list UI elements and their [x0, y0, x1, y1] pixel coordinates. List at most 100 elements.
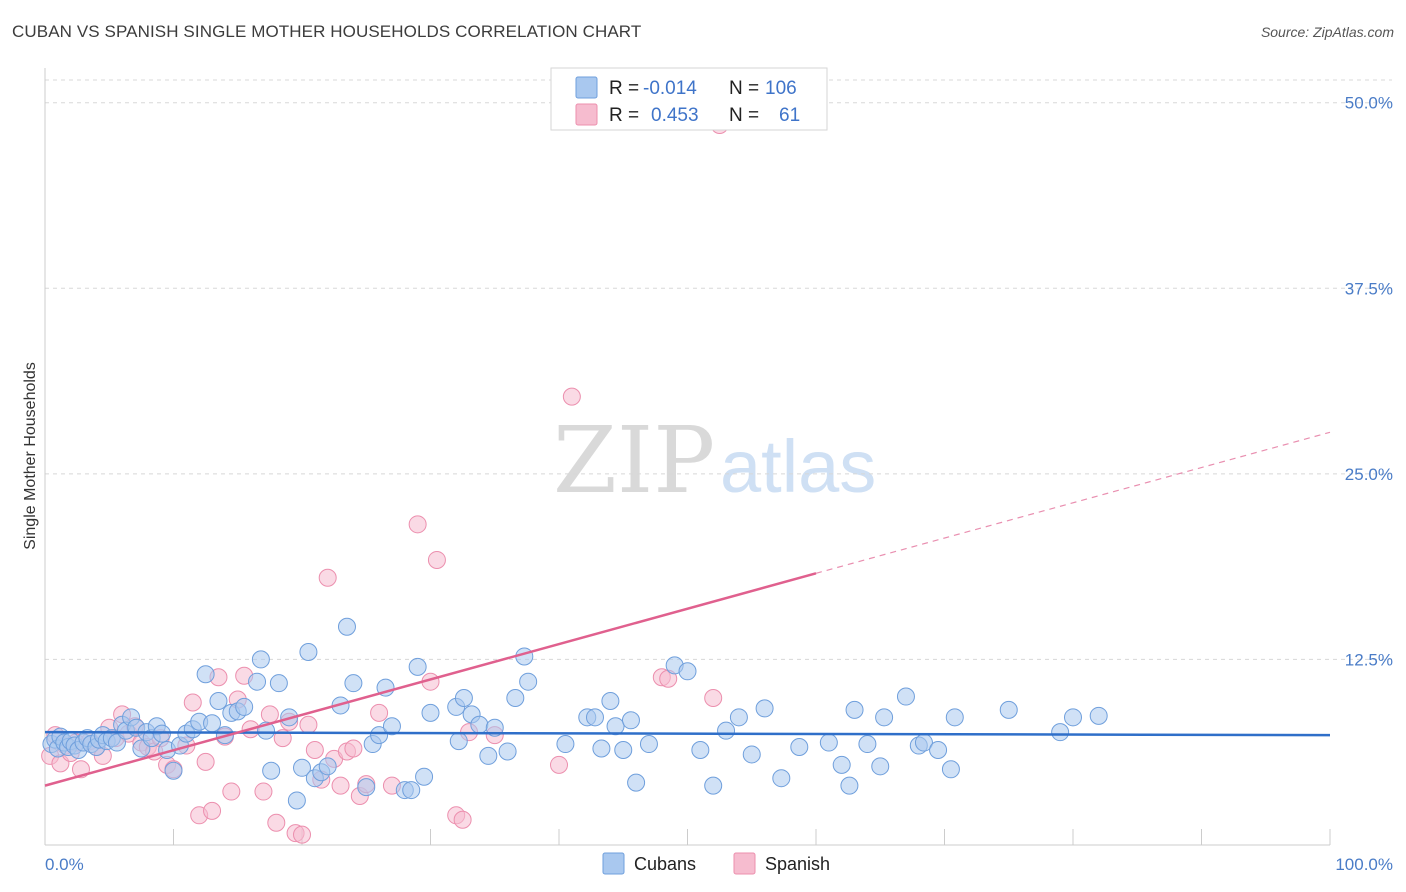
legend-n-value-spanish: 61	[779, 105, 800, 126]
cubans-point	[498, 742, 517, 761]
cubans-point	[840, 776, 859, 795]
cubans-point	[601, 691, 620, 710]
cubans-point	[357, 778, 376, 797]
cubans-point	[299, 643, 318, 661]
y-tick-label: 50.0%	[1345, 94, 1393, 113]
spanish-point	[562, 387, 581, 406]
cubans-point	[704, 776, 723, 795]
cubans-point	[262, 761, 281, 780]
cubans-point	[585, 708, 604, 727]
cubans-point	[337, 617, 356, 636]
cubans-point	[941, 760, 960, 779]
watermark-zip: ZIP	[553, 407, 715, 514]
cubans-point	[556, 735, 575, 754]
legend-swatch-spanish	[575, 103, 598, 126]
spanish-point	[254, 782, 273, 801]
legend-swatch-cubans	[575, 76, 598, 99]
cubans-point	[293, 758, 311, 777]
spanish-point	[331, 776, 350, 795]
cubans-point	[318, 757, 337, 776]
cubans-point	[627, 773, 646, 792]
trend-lines	[44, 431, 1331, 787]
cubans-point	[408, 657, 427, 676]
cubans-point	[896, 687, 915, 706]
spanish-point	[260, 705, 279, 724]
spanish-point	[183, 693, 202, 712]
cubans-point	[415, 767, 434, 786]
y-axis-label: Single Mother Households	[22, 362, 39, 550]
series-legend: Cubans Spanish	[602, 852, 830, 875]
tick-labels: 12.5% 25.0% 37.5% 50.0% 0.0% 100.0%	[45, 94, 1393, 874]
cubans-point	[755, 699, 774, 718]
source-attribution: Source: ZipAtlas.com	[1260, 24, 1394, 40]
spanish-point	[453, 810, 472, 829]
legend-r-label-spanish: R =	[609, 105, 639, 126]
cubans-trend-line	[44, 730, 1331, 737]
spanish-point	[704, 689, 723, 708]
chart-title: CUBAN VS SPANISH SINGLE MOTHER HOUSEHOLD…	[12, 22, 642, 41]
cubans-point	[606, 717, 625, 736]
watermark: ZIP atlas	[553, 407, 876, 514]
spanish-point	[318, 568, 337, 587]
legend-n-value-cubans: 106	[765, 78, 797, 99]
spanish-trend-extension	[815, 431, 1331, 574]
cubans-point	[742, 745, 761, 764]
spanish-point	[550, 755, 568, 774]
bottom-legend-label-spanish: Spanish	[765, 854, 830, 874]
cubans-point	[1089, 706, 1108, 725]
cubans-point	[875, 708, 894, 727]
cubans-point	[196, 665, 215, 684]
y-tick-label: 12.5%	[1345, 650, 1393, 669]
y-tick-label: 25.0%	[1345, 465, 1393, 484]
legend-r-label-cubans: R =	[609, 78, 639, 99]
legend-n-label-spanish: N =	[729, 105, 759, 126]
cubans-point	[729, 708, 748, 727]
cubans-point	[871, 757, 890, 776]
spanish-point	[203, 801, 222, 820]
cubans-point	[717, 721, 736, 740]
cubans-point	[454, 689, 473, 708]
cubans-point	[519, 672, 538, 691]
cubans-point	[470, 715, 489, 734]
spanish-point	[408, 515, 427, 534]
spanish-point	[305, 740, 324, 759]
spanish-point	[196, 752, 215, 771]
cubans-point	[209, 691, 228, 710]
cubans-point	[945, 708, 964, 727]
spanish-point	[427, 550, 446, 569]
spanish-point	[370, 703, 389, 722]
watermark-atlas: atlas	[720, 425, 876, 508]
cubans-point	[790, 738, 809, 757]
legend-r-value-cubans: -0.014	[643, 78, 697, 99]
x-tick-label-max: 100.0%	[1335, 855, 1393, 874]
cubans-point	[269, 674, 288, 693]
cubans-point	[251, 650, 270, 669]
cubans-point	[678, 662, 697, 681]
cubans-points	[42, 617, 1108, 810]
spanish-trend-line	[44, 572, 817, 787]
cubans-point	[287, 791, 306, 810]
cubans-point	[819, 733, 838, 752]
cubans-point	[999, 700, 1018, 719]
cubans-point	[1051, 723, 1070, 742]
cubans-point	[344, 674, 363, 693]
cubans-point	[248, 672, 267, 691]
cubans-point	[858, 735, 877, 754]
cubans-point	[164, 761, 183, 780]
cubans-point	[929, 740, 948, 759]
cubans-point	[691, 740, 710, 759]
x-tick-label-min: 0.0%	[45, 855, 84, 874]
cubans-point	[235, 697, 254, 716]
spanish-point	[222, 782, 241, 801]
cubans-point	[203, 714, 222, 733]
cubans-point	[592, 739, 611, 758]
cubans-point	[382, 717, 401, 736]
cubans-point	[614, 740, 633, 759]
bottom-legend-swatch-cubans	[602, 852, 625, 875]
cubans-point	[832, 755, 851, 774]
y-tick-label: 37.5%	[1345, 279, 1393, 298]
bottom-legend-swatch-spanish	[733, 852, 756, 875]
legend-n-label-cubans: N =	[729, 78, 759, 99]
cubans-point	[772, 769, 791, 788]
